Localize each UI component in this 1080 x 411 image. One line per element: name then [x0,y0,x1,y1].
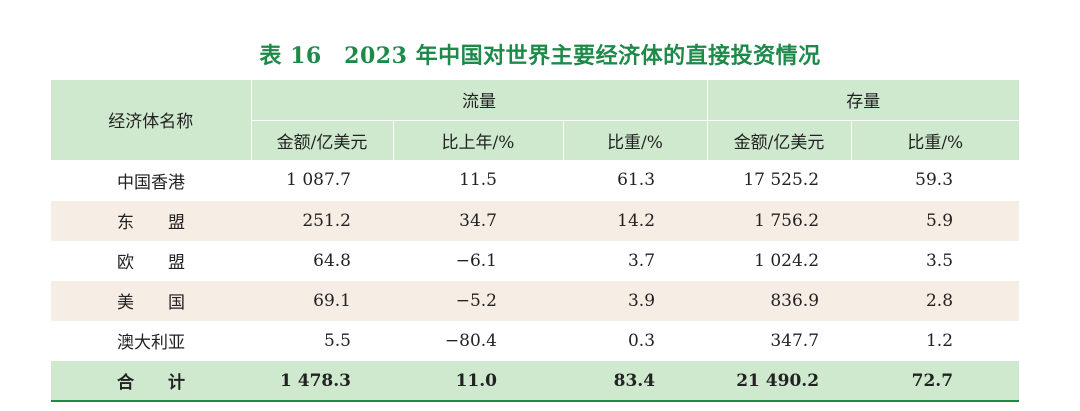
table-body: 中国香港 1 087.7 11.5 61.3 17 525.2 59.3 东 盟… [51,160,1020,401]
cell-total-flow-share: 83.4 [563,360,708,401]
cell-flow-share: 3.9 [563,280,708,321]
cell-stock-amount: 836.9 [707,280,852,321]
cell-economy-name: 中国香港 [117,173,185,193]
cell-flow-yoy: 11.5 [459,170,497,191]
table-row: 东 盟 251.2 34.7 14.2 1 756.2 5.9 [51,200,1020,241]
table-row: 澳大利亚 5.5 −80.4 0.3 347.7 1.2 [51,321,1019,361]
cell-total-name: 合 计 [51,360,251,401]
cell-flow-amount: 1 087.7 [286,170,351,191]
header-flow-yoy: 比上年/% [392,120,563,160]
cell-economy-name: 澳大利亚 [117,333,185,353]
header-group-flow: 流量 [250,80,708,121]
table-row: 欧 盟 64.8 −6.1 3.7 1 024.2 3.5 [51,241,1019,281]
header-flow-amount: 金额/亿美元 [250,120,393,160]
bottom-rule [51,400,1019,402]
cell-total-flow-yoy: 11.0 [393,360,563,401]
cell-stock-share: 3.5 [925,250,954,271]
cell-stock-amount: 1 024.2 [754,250,820,271]
cell-flow-amount: 251.2 [251,200,393,241]
investment-table: 经济体名称 流量 存量 金额/亿美元 比上年/% 比重/% 金额/亿美元 比重/… [51,80,1020,401]
cell-flow-share: 3.7 [627,250,656,271]
cell-total-stock-share: 72.7 [851,360,1020,401]
cell-flow-share: 0.3 [627,330,656,351]
cell-flow-share: 61.3 [617,170,656,191]
cell-economy-name: 美 国 [51,280,251,321]
cell-flow-yoy: −5.2 [393,280,563,321]
cell-flow-amount: 69.1 [251,280,393,321]
cell-stock-amount: 347.7 [770,330,820,351]
table-row: 中国香港 1 087.7 11.5 61.3 17 525.2 59.3 [51,160,1019,201]
table-header: 经济体名称 流量 存量 金额/亿美元 比上年/% 比重/% 金额/亿美元 比重/… [51,80,1020,161]
cell-flow-yoy: −80.4 [444,330,497,351]
table-total-row: 合 计 1 478.3 11.0 83.4 21 490.2 72.7 [51,360,1020,401]
cell-stock-amount: 1 756.2 [707,200,852,241]
cell-stock-share: 59.3 [915,170,954,191]
header-economy-name: 经济体名称 [51,80,251,161]
header-flow-share: 比重/% [562,120,708,160]
cell-stock-share: 2.8 [851,280,1020,321]
cell-flow-amount: 5.5 [323,330,351,351]
cell-stock-amount: 17 525.2 [743,170,820,191]
cell-stock-share: 5.9 [851,200,1020,241]
table-row: 美 国 69.1 −5.2 3.9 836.9 2.8 [51,280,1020,321]
header-stock-amount: 金额/亿美元 [706,120,852,160]
cell-flow-yoy: 34.7 [393,200,563,241]
header-stock-share: 比重/% [850,120,1020,160]
cell-flow-amount: 64.8 [313,250,351,271]
cell-total-stock-amount: 21 490.2 [707,360,852,401]
cell-economy-name: 欧 盟 [117,253,185,273]
cell-economy-name: 东 盟 [51,200,251,241]
cell-flow-share: 14.2 [563,200,708,241]
cell-total-flow-amount: 1 478.3 [251,360,393,401]
investment-table-container: 经济体名称 流量 存量 金额/亿美元 比上年/% 比重/% 金额/亿美元 比重/… [51,80,1020,401]
cell-flow-yoy: −6.1 [455,250,497,271]
header-group-stock: 存量 [706,80,1020,121]
cell-stock-share: 1.2 [925,330,954,351]
table-title: 表 16 2023 年中国对世界主要经济体的直接投资情况 [259,43,821,69]
